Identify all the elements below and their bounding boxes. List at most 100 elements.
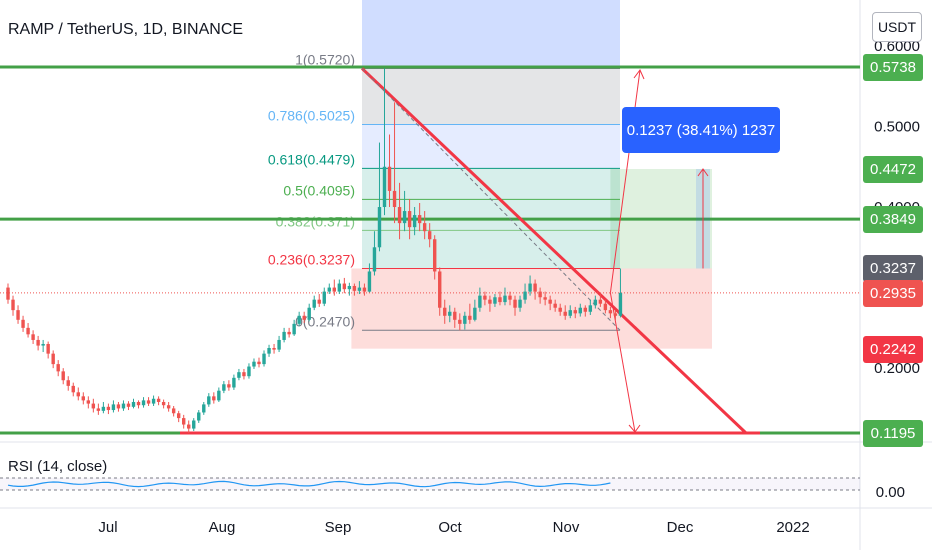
candle-body (568, 310, 572, 316)
candle-body (46, 343, 50, 354)
y-axis-tick-label: 0.5000 (874, 118, 920, 135)
candle-body (91, 403, 96, 409)
candle-body (573, 310, 577, 314)
candle-body (131, 401, 136, 407)
fib-level-label: 0.236(0.3237) (268, 251, 355, 267)
candle-body (352, 285, 357, 291)
candle-body (207, 396, 211, 405)
candle-body (407, 211, 412, 228)
rsi-band (0, 478, 860, 490)
candle-body (277, 339, 281, 350)
candle-body (6, 287, 10, 300)
candle-body (197, 412, 201, 421)
candle-body (347, 285, 352, 290)
candle-body (528, 283, 532, 292)
candle-body (503, 295, 507, 303)
candle-body (417, 215, 422, 224)
candle-body (307, 307, 311, 320)
candle-body (282, 331, 286, 340)
candle-body (463, 315, 467, 324)
x-axis-tick-label: 2022 (776, 519, 809, 536)
candle-body (227, 384, 231, 388)
price-range-measure-label[interactable]: 0.1237 (38.41%) 1237 (622, 107, 780, 153)
x-axis-tick-label: Jul (98, 519, 117, 536)
fib-level-label: 0.5(0.4095) (283, 182, 355, 198)
candle-body (237, 372, 241, 378)
candle-body (101, 406, 106, 411)
candle-body (56, 364, 60, 372)
candle-body (151, 398, 156, 404)
price-tag: 0.4472 (863, 155, 923, 183)
candle-body (292, 323, 296, 335)
candle-body (618, 292, 623, 316)
candle-body (176, 413, 181, 419)
candle-body (136, 401, 141, 406)
candle-body (222, 384, 226, 391)
candle-body (161, 401, 166, 406)
x-axis-tick-label: Dec (667, 519, 694, 536)
candle-body (247, 366, 251, 377)
candle-body (342, 283, 347, 290)
candle-body (458, 319, 462, 324)
currency-button[interactable]: USDT (872, 12, 922, 42)
candle-body (322, 291, 326, 304)
candle-body (337, 283, 342, 292)
candle-body (563, 311, 567, 316)
projection-down-line (609, 292, 636, 433)
candle-body (397, 207, 402, 224)
y-axis-tick-label: 0.2000 (874, 360, 920, 377)
candle-body (11, 299, 15, 311)
candle-body (392, 190, 397, 208)
price-tag: 0.3849 (863, 206, 923, 234)
x-axis-tick-label: Aug (209, 519, 236, 536)
candle-body (111, 404, 116, 411)
candle-body (116, 404, 121, 409)
candle-body (553, 303, 557, 308)
candle-body (252, 361, 256, 367)
candle-body (588, 305, 593, 312)
candle-body (402, 211, 407, 224)
candle-body (518, 299, 522, 308)
rsi-line (7, 480, 611, 488)
candle-body (538, 291, 542, 298)
candle-body (297, 315, 301, 324)
candle-body (31, 334, 35, 340)
candle-body (332, 287, 336, 292)
candle-body (232, 377, 236, 388)
candle-body (312, 299, 316, 308)
candle-body (473, 307, 477, 320)
candle-body (182, 418, 186, 425)
candle-body (96, 408, 101, 411)
candle-body (212, 396, 216, 401)
price-tag: 0.1195 (863, 420, 923, 447)
candle-body (317, 299, 321, 304)
candle-body (166, 405, 171, 409)
candle-body (427, 231, 432, 240)
fib-diagonal (361, 68, 621, 331)
target-arrowhead (697, 168, 709, 177)
candle-body (141, 400, 146, 406)
price-tag: 0.2935 (863, 279, 923, 307)
candle-body (448, 311, 452, 316)
candle-body (593, 299, 598, 306)
candle-body (433, 239, 437, 272)
candle-body (608, 310, 613, 314)
measure-range-top (362, 0, 620, 69)
fib-zone-1 (362, 68, 620, 125)
arrowhead-up (633, 69, 645, 80)
fib-level-label: 1(0.5720) (295, 51, 355, 67)
fib-level-label: 0.382(0.371) (276, 213, 355, 229)
candle-body (493, 297, 497, 304)
rsi-indicator-label[interactable]: RSI (14, close) (8, 458, 108, 475)
candle-body (287, 331, 291, 335)
candle-body (362, 287, 367, 292)
candle-body (578, 307, 582, 314)
candle-body (548, 299, 552, 304)
candle-body (156, 398, 161, 402)
candle-body (202, 404, 206, 413)
position-stop-zone (351, 268, 712, 349)
candle-body (61, 371, 65, 381)
x-axis-tick-label: Sep (325, 519, 352, 536)
candle-body (86, 400, 91, 404)
candle-body (357, 287, 362, 291)
